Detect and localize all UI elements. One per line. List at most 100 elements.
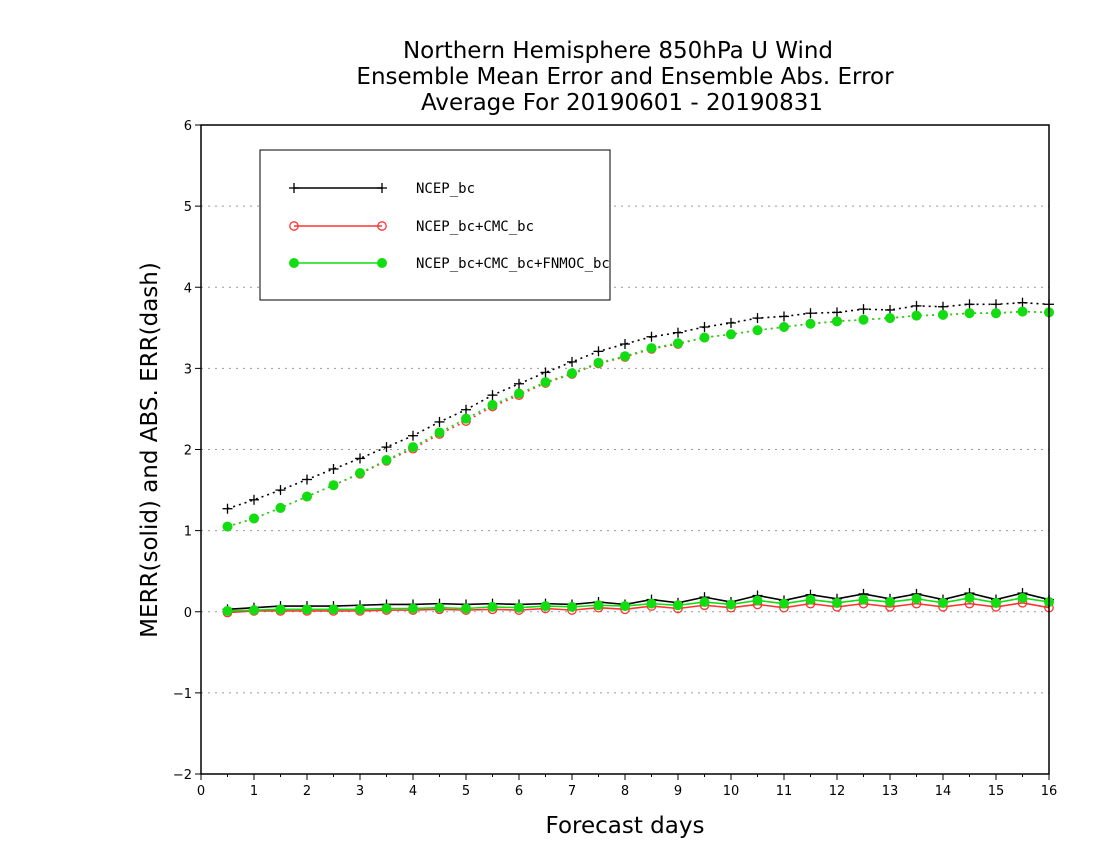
series-0-abs-error-point-2 xyxy=(275,485,286,496)
series-2-mean-error-point-6 xyxy=(381,603,392,614)
x-tick-label-0: 0 xyxy=(197,784,205,799)
x-tick-label-1: 1 xyxy=(250,784,258,799)
series-2-abs-error-point-9 xyxy=(461,413,471,424)
x-tick-label-3: 3 xyxy=(356,784,364,799)
series-2-abs-error-point-13 xyxy=(567,368,577,379)
series-0-abs-error-point-9 xyxy=(461,404,471,415)
y-tick-label-4: 2 xyxy=(184,444,192,459)
series-2-abs-error-point-21 xyxy=(779,322,789,333)
series-0-abs-error-point-23 xyxy=(832,307,842,318)
chart-title-line-1: Northern Hemisphere 850hPa U Wind xyxy=(403,38,833,64)
legend-entry-1: NCEP_bc+CMC_bc xyxy=(289,219,534,235)
series-0-abs-error-line xyxy=(227,301,1050,510)
series-2-mean-error-point-20 xyxy=(752,595,763,606)
series-2-abs-error-point-30 xyxy=(1017,306,1028,317)
x-tick-label-16: 16 xyxy=(1041,784,1058,799)
series-2-mean-error-point-28 xyxy=(964,592,975,603)
series-0-abs-error-point-5 xyxy=(355,453,365,464)
series-2-abs-error-point-10 xyxy=(487,399,498,410)
series-2-abs-error-point-25 xyxy=(885,313,895,324)
series-0-abs-error-point-6 xyxy=(381,442,392,453)
series-2-mean-error-point-10 xyxy=(487,601,498,612)
y-tick-label-5: 3 xyxy=(184,362,192,377)
legend-marker-2-a xyxy=(289,258,299,268)
legend-label-0: NCEP_bc xyxy=(416,181,475,197)
series-2 xyxy=(222,306,1054,616)
series-0-abs-error-point-16 xyxy=(646,331,657,342)
series-2-mean-error-point-2 xyxy=(275,604,286,615)
y-tick-label-8: 6 xyxy=(184,119,192,134)
series-0-abs-error-point-24 xyxy=(858,304,869,315)
series-0-abs-error-point-4 xyxy=(328,463,339,474)
series-0-abs-error-point-10 xyxy=(487,390,498,401)
series-2-mean-error-point-29 xyxy=(991,597,1001,608)
series-0-abs-error-point-7 xyxy=(408,430,418,441)
series-0-abs-error-point-1 xyxy=(249,494,259,505)
series-2-mean-error-point-9 xyxy=(461,603,471,614)
series-0-abs-error-point-20 xyxy=(752,313,763,324)
legend-marker-1-b xyxy=(377,221,387,231)
series-2-abs-error-point-28 xyxy=(964,308,975,319)
x-tick-label-9: 9 xyxy=(674,784,682,799)
legend-label-2: NCEP_bc+CMC_bc+FNMOC_bc xyxy=(416,256,610,272)
series-0-abs-error-point-28 xyxy=(964,299,975,310)
series-2-abs-error-point-14 xyxy=(593,357,604,368)
series-2-abs-error-point-6 xyxy=(381,455,392,466)
x-tick-label-7: 7 xyxy=(568,784,576,799)
legend-entry-0: NCEP_bc xyxy=(289,181,475,197)
series-0-abs-error-point-30 xyxy=(1017,297,1028,308)
series-2-abs-error-point-12 xyxy=(540,377,551,388)
series-2-mean-error-point-5 xyxy=(355,604,365,615)
series-2-abs-error-point-22 xyxy=(805,318,816,329)
series-2-mean-error-point-18 xyxy=(699,597,710,608)
series-2-mean-error-point-11 xyxy=(514,602,524,613)
series-2-abs-error-point-16 xyxy=(646,343,657,354)
series-2-mean-error-point-15 xyxy=(620,601,630,612)
x-tick-label-5: 5 xyxy=(462,784,470,799)
y-axis-label: MERR(solid) and ABS. ERR(dash) xyxy=(137,262,163,638)
series-2-abs-error-point-26 xyxy=(911,310,922,321)
series-0-abs-error-point-22 xyxy=(805,308,816,319)
series-2-mean-error-point-17 xyxy=(673,600,683,611)
y-tick-label-3: 1 xyxy=(184,525,192,540)
series-2-abs-error-point-11 xyxy=(514,388,524,399)
series-2-mean-error-point-24 xyxy=(858,594,869,605)
legend-marker-0-b xyxy=(377,183,387,193)
series-2-abs-error-point-1 xyxy=(249,513,259,524)
x-tick-label-15: 15 xyxy=(988,784,1005,799)
legend-marker-0-a xyxy=(289,183,299,193)
y-tick-label-6: 4 xyxy=(184,281,192,296)
series-2-mean-error-point-4 xyxy=(328,604,339,615)
x-tick-label-12: 12 xyxy=(829,784,846,799)
series-2-abs-error-point-24 xyxy=(858,314,869,325)
series-2-mean-error-point-14 xyxy=(593,600,604,611)
series-0-abs-error-point-12 xyxy=(540,367,551,378)
x-tick-label-8: 8 xyxy=(621,784,629,799)
series-2-mean-error-point-30 xyxy=(1017,592,1028,603)
series-2-mean-error-point-19 xyxy=(726,599,736,610)
legend-entry-2: NCEP_bc+CMC_bc+FNMOC_bc xyxy=(289,256,610,272)
series-2-mean-error-point-21 xyxy=(779,598,789,609)
series-2-abs-error-point-17 xyxy=(673,338,683,349)
series-0-abs-error-point-21 xyxy=(779,311,789,322)
series-2-abs-error-point-0 xyxy=(222,521,233,532)
series-0-abs-error-point-11 xyxy=(514,378,524,389)
series-2-mean-error-point-25 xyxy=(885,597,895,608)
series-2-abs-error-point-3 xyxy=(302,491,312,502)
series-2-abs-error-point-23 xyxy=(832,316,842,327)
series-2-abs-error-point-29 xyxy=(991,308,1001,319)
series-2-abs-error-point-15 xyxy=(620,351,630,362)
series-2-mean-error-point-7 xyxy=(408,603,418,614)
series-2-mean-error-point-26 xyxy=(911,593,922,604)
x-tick-label-14: 14 xyxy=(935,784,952,799)
x-tick-label-2: 2 xyxy=(303,784,311,799)
series-0-abs-error-point-13 xyxy=(567,356,577,367)
x-tick-label-13: 13 xyxy=(882,784,899,799)
series-0-abs-error-point-29 xyxy=(991,299,1001,310)
y-tick-label-2: 0 xyxy=(184,606,192,621)
x-axis-label: Forecast days xyxy=(546,813,705,839)
series-0-abs-error-point-26 xyxy=(911,300,922,311)
series-2-mean-error-point-27 xyxy=(938,597,948,608)
